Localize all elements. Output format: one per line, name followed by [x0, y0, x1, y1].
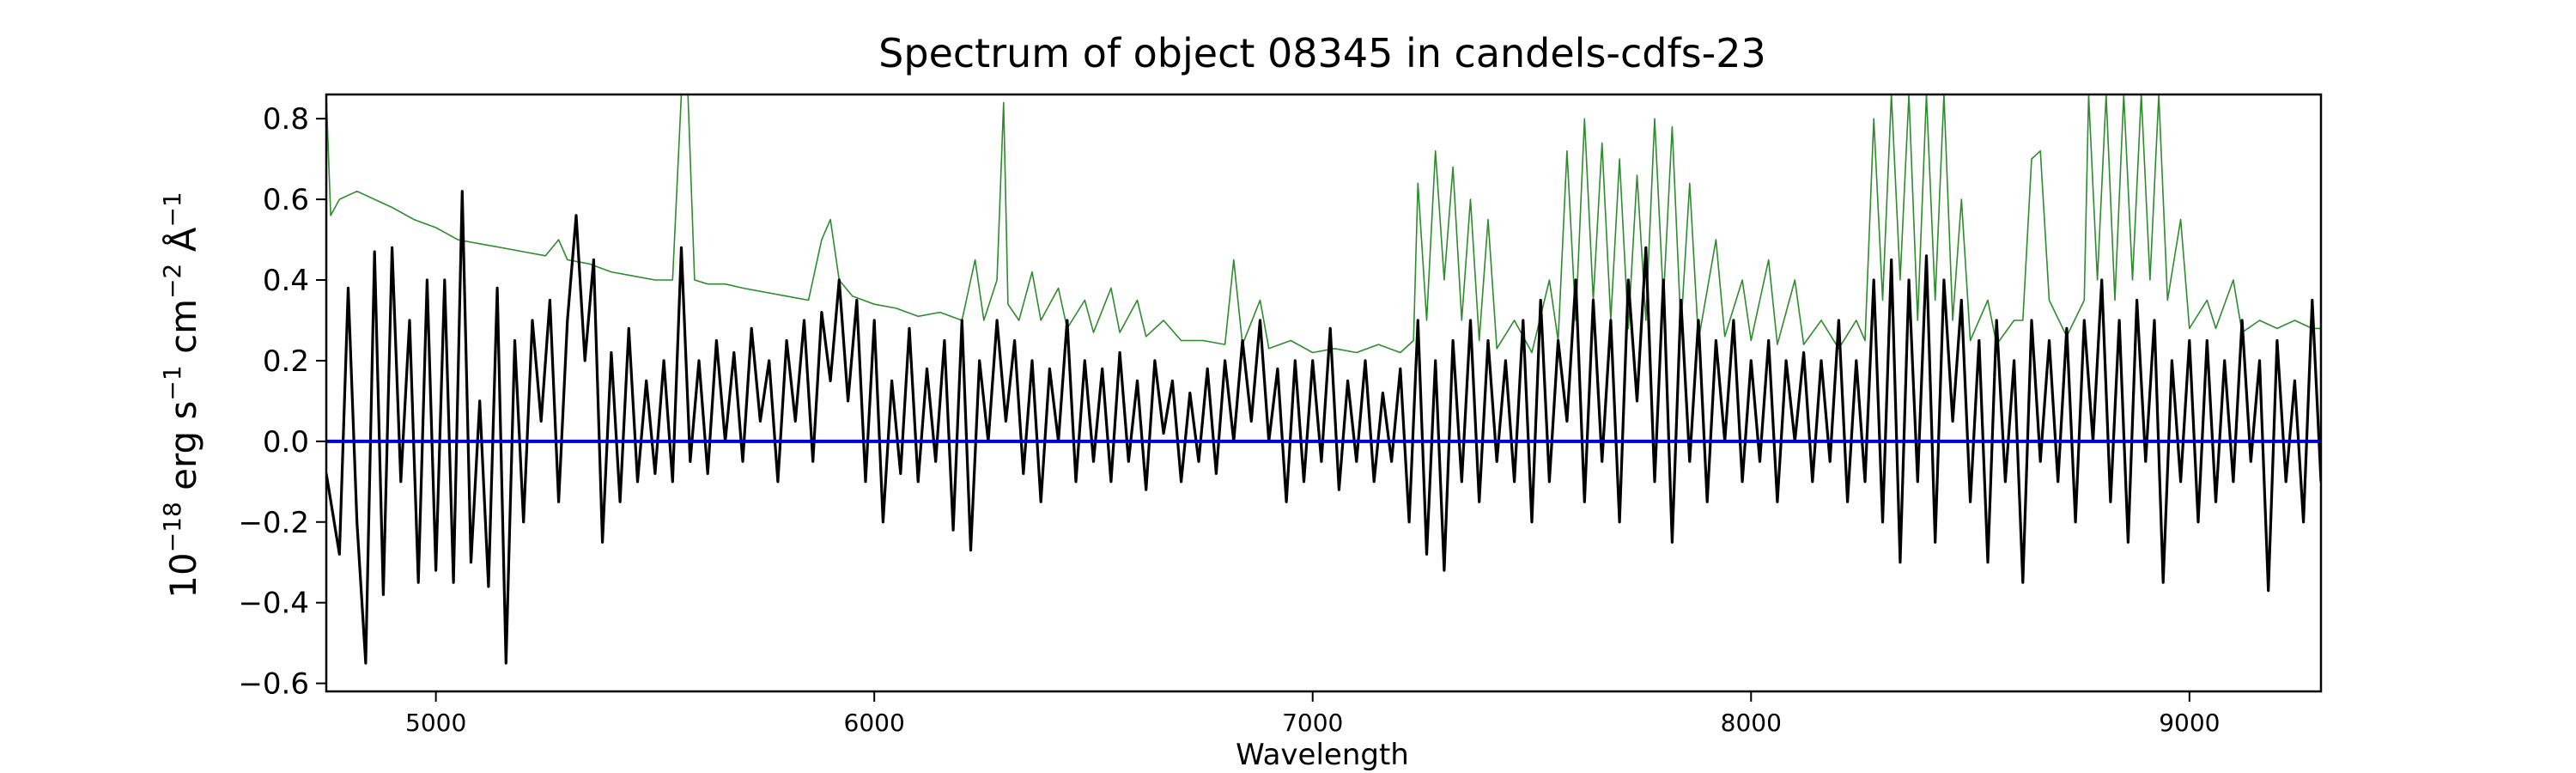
y-label-exp-a: −1 [158, 192, 186, 227]
y-label-cm: cm [162, 299, 204, 365]
y-label-erg: erg s [162, 401, 204, 502]
y-axis: −0.6 −0.4 −0.2 0.0 0.2 0.4 0.6 0.8 [238, 102, 326, 702]
series-flux-line [326, 190, 2321, 665]
plot-area [326, 94, 2321, 665]
y-label-angstrom: Å [161, 227, 204, 263]
y-tick-label: 0.6 [263, 183, 309, 217]
chart-title: Spectrum of object 08345 in candels-cdfs… [878, 30, 1766, 76]
y-tick-label: 0.0 [263, 425, 309, 460]
y-tick-label: −0.2 [238, 506, 309, 540]
y-tick-label: 0.4 [263, 264, 309, 298]
y-axis-label: 10−18 erg s−1 cm−2 Å−1 [158, 192, 204, 598]
x-tick-label: 8000 [1721, 709, 1782, 737]
x-tick-label: 7000 [1282, 709, 1343, 737]
series-error-line [326, 94, 2321, 354]
x-tick-label: 5000 [405, 709, 466, 737]
plot-frame [325, 93, 2323, 693]
y-tick-label: −0.6 [238, 667, 309, 702]
y-tick-label: 0.8 [263, 102, 309, 137]
y-tick-label: 0.2 [263, 344, 309, 379]
y-label-exp: −18 [158, 502, 186, 552]
y-label-exp-s: −1 [158, 365, 186, 400]
y-tick-label: −0.4 [238, 587, 309, 621]
x-tick-label: 6000 [844, 709, 905, 737]
x-tick-label: 9000 [2159, 709, 2220, 737]
x-axis: 5000 6000 7000 8000 9000 [405, 691, 2220, 737]
y-label-exp-cm: −2 [158, 264, 186, 299]
y-label-prefix: 10 [162, 552, 204, 598]
x-axis-label: Wavelength [1236, 738, 1409, 772]
